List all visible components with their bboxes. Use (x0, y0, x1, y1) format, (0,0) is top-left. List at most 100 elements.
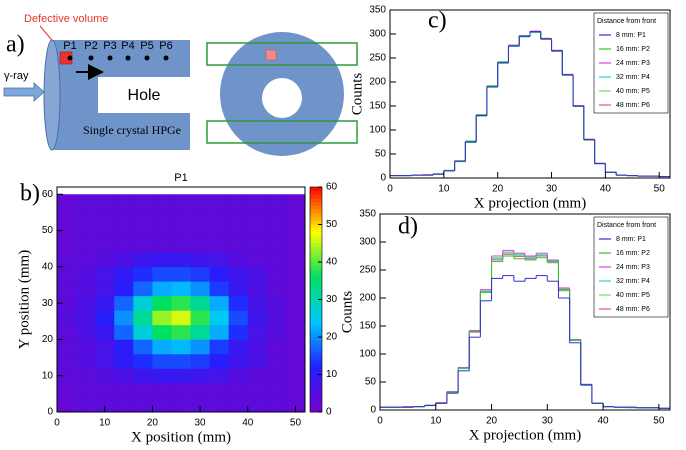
heatmap-cell (228, 310, 249, 326)
heatmap-cell (228, 295, 249, 311)
heatmap-cell (152, 281, 172, 297)
heatmap-cell (76, 208, 96, 224)
heatmap-cell (95, 252, 115, 268)
heatmap-cell (285, 223, 306, 239)
hole (98, 77, 190, 113)
position-dot (144, 55, 150, 61)
heatmap-cell (266, 339, 287, 355)
x-axis-label: X position (mm) (131, 429, 231, 445)
colorbar-step (310, 262, 322, 267)
x-tick-label: 40 (242, 418, 254, 429)
colorbar-step (310, 355, 322, 360)
heatmap-cell (247, 353, 268, 369)
heatmap-cell (190, 281, 210, 297)
heatmap-cell (76, 353, 96, 369)
heatmap-cell (190, 397, 210, 413)
heatmap-cell (285, 382, 306, 398)
colorbar-step (310, 228, 322, 233)
colorbar-step (310, 224, 322, 229)
heatmap-cell (171, 194, 191, 210)
colorbar-step (310, 280, 322, 285)
y-axis-label: Y position (mm) (16, 250, 32, 349)
heatmap-cell (133, 382, 153, 398)
colorbar-step (310, 250, 322, 255)
heatmap-cell (114, 266, 134, 282)
heatmap-cell (152, 310, 172, 326)
colorbar-tick-label: 40 (326, 257, 338, 268)
heatmap-cell (285, 339, 306, 355)
heatmap-cell (171, 281, 191, 297)
position-label: P2 (84, 40, 97, 52)
heatmap-cell (228, 266, 249, 282)
heatmap-cell (209, 266, 229, 282)
heatmap-cell (95, 295, 115, 311)
x-axis-label: X projection (mm) (474, 195, 586, 211)
y-axis-label: Counts (339, 291, 355, 334)
colorbar-step (310, 239, 322, 244)
detector-label: Single crystal HPGe (83, 123, 181, 137)
heatmap-cell (266, 368, 287, 384)
heatmap-cell (285, 324, 306, 340)
heatmap-cell (95, 368, 115, 384)
heatmap-cell (95, 353, 115, 369)
colorbar-step (310, 217, 322, 222)
colorbar-step (310, 408, 322, 413)
heatmap-cell (76, 266, 96, 282)
colorbar-step (310, 382, 322, 387)
heatmap-cell (114, 237, 134, 253)
colorbar-step (310, 194, 322, 199)
colorbar-step (310, 344, 322, 349)
heatmap-cell (266, 295, 287, 311)
heatmap-cell (114, 252, 134, 268)
colorbar-step (310, 374, 322, 379)
colorbar-step (310, 265, 322, 270)
heatmap-cell (57, 223, 77, 239)
heatmap-cell (228, 194, 249, 210)
colorbar-step (310, 303, 322, 308)
x-axis-label: X projection (mm) (469, 427, 581, 443)
y-tick-label: 300 (369, 29, 386, 40)
heatmap-cell (209, 368, 229, 384)
heatmap-cell (247, 339, 268, 355)
x-tick-label: 30 (546, 184, 558, 195)
position-label: P4 (121, 40, 134, 52)
heatmap-cell (57, 324, 77, 340)
colorbar-step (310, 318, 322, 323)
heatmap-cell (171, 208, 191, 224)
heatmap-cell (76, 237, 96, 253)
y-tick-label: 50 (375, 149, 387, 160)
colorbar-tick-label: 20 (326, 332, 338, 343)
heatmap-cell (114, 368, 134, 384)
x-tick-label: 20 (486, 416, 498, 427)
heatmap-cell (171, 382, 191, 398)
heatmap-cell (209, 223, 229, 239)
detector-diagram: a) Defective volume γ-ray P1 P2 P3 P4 P5 P6 H… (3, 13, 358, 156)
y-tick-label: 50 (365, 377, 377, 388)
panel-label: b) (20, 181, 40, 207)
heatmap-cell (190, 339, 210, 355)
heatmap-cell (57, 382, 77, 398)
heatmap-cell (57, 339, 77, 355)
colorbar-tick-label: 50 (326, 219, 338, 230)
y-tick-label: 200 (369, 77, 386, 88)
heatmap-cell (285, 194, 306, 210)
heatmap-cell (133, 266, 153, 282)
heatmap-cell (57, 281, 77, 297)
heatmap-cell (247, 295, 268, 311)
heatmap-cell (133, 324, 153, 340)
colorbar-step (310, 314, 322, 319)
heatmap-cell (171, 252, 191, 268)
x-tick-label: 0 (54, 418, 60, 429)
plot-frame (379, 213, 671, 411)
legend-entry: 16 mm: P2 (616, 46, 650, 53)
heatmap-cell (95, 266, 115, 282)
position-dot (67, 55, 73, 61)
legend-entry: 32 mm: P4 (616, 278, 650, 285)
heatmap-cell (133, 295, 153, 311)
x-tick-label: 40 (598, 416, 610, 427)
heatmap-cell (57, 237, 77, 253)
y-tick-label: 20 (42, 334, 54, 345)
legend-entry: 48 mm: P6 (616, 306, 650, 313)
heatmap-cell (285, 353, 306, 369)
legend-entry: 48 mm: P6 (616, 102, 650, 109)
